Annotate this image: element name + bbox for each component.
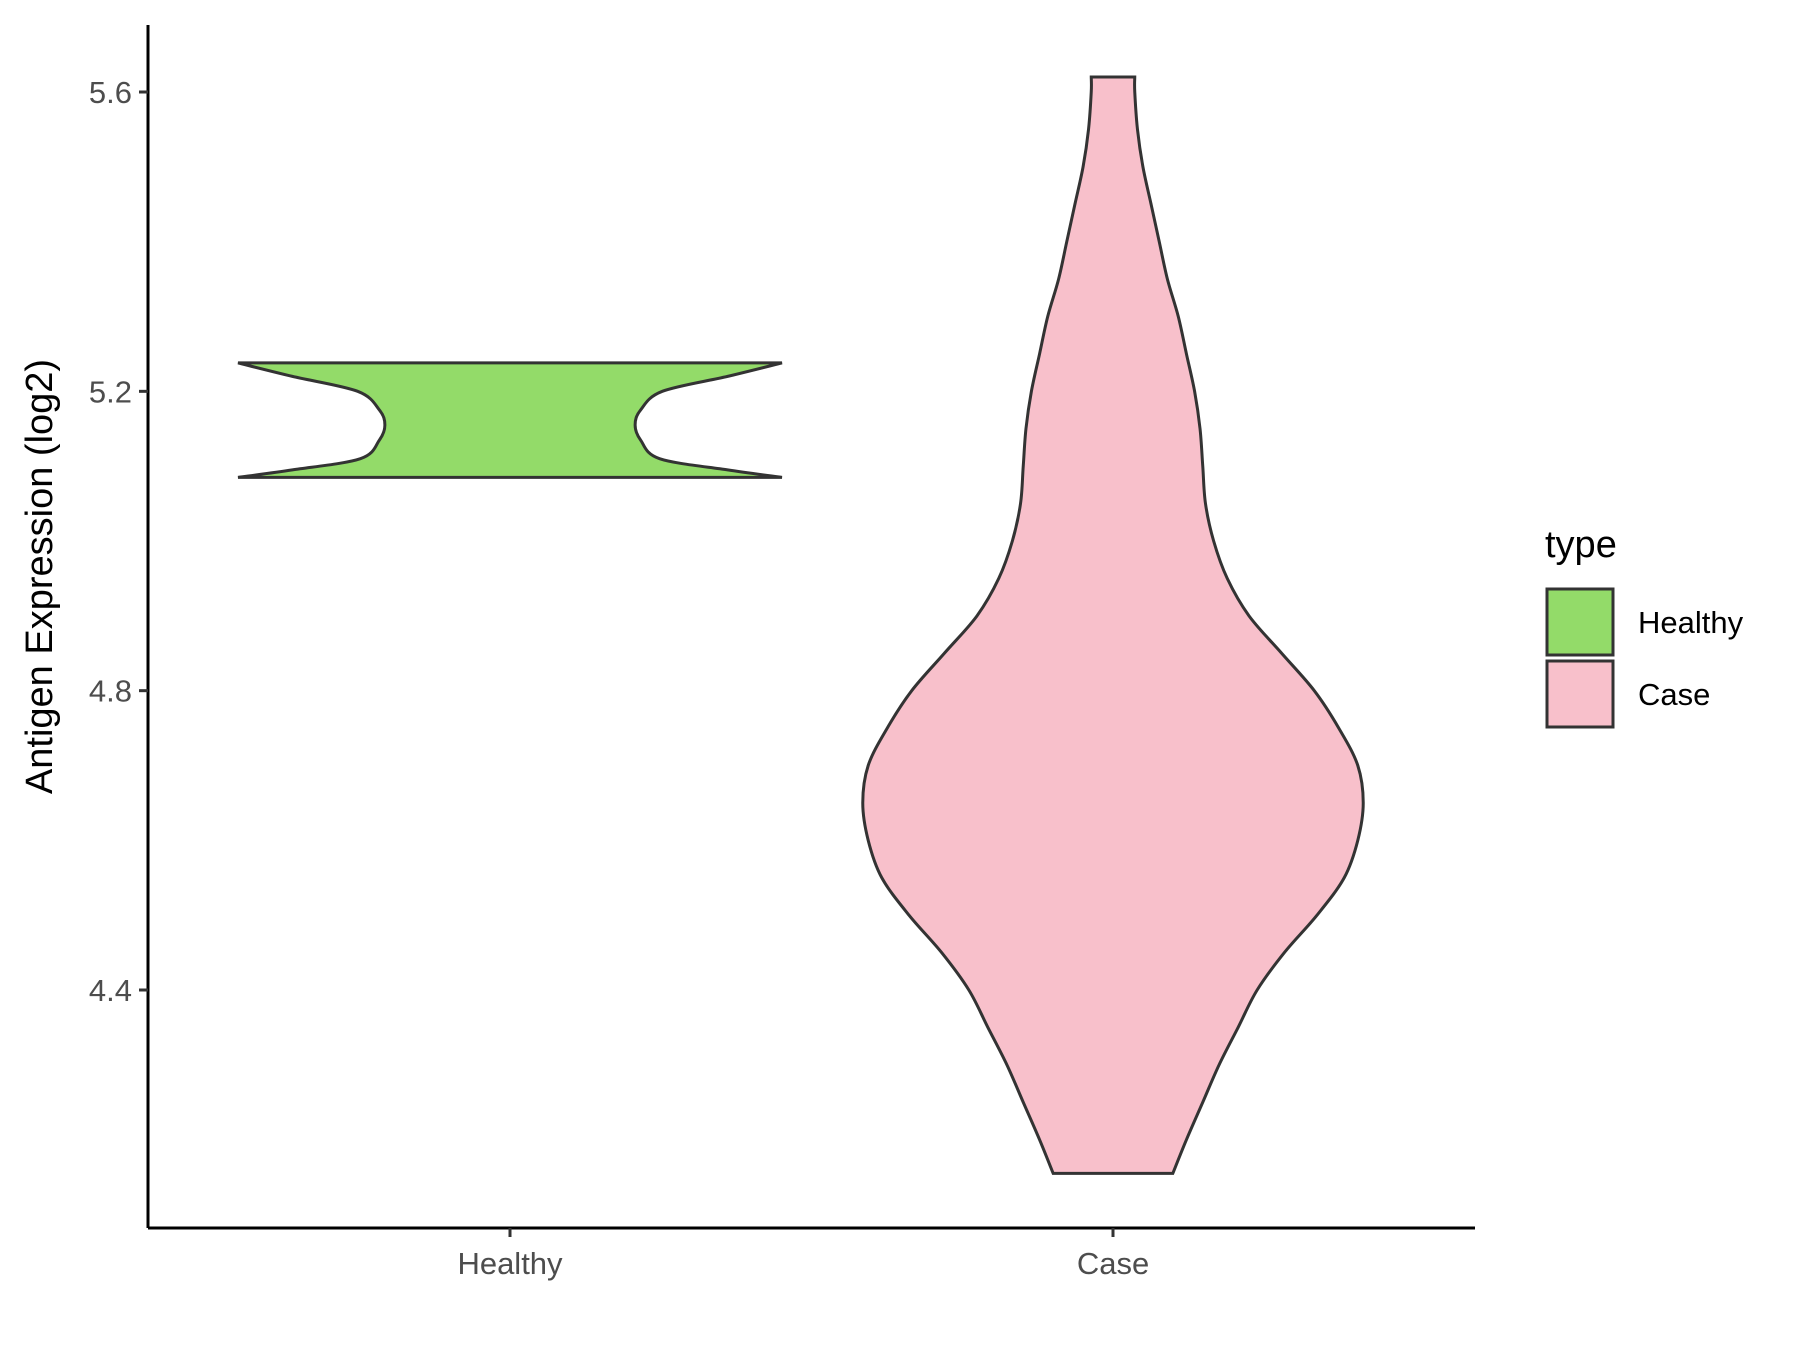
x-tick-label: Case [1077,1246,1149,1281]
x-tick-label: Healthy [457,1246,563,1281]
y-tick-label: 4.8 [89,674,132,709]
y-tick-label: 5.2 [89,374,132,409]
y-axis-title: Antigen Expression (log2) [19,359,61,794]
legend-key-case [1545,659,1615,729]
x-axis: Healthy Case [148,1226,1475,1281]
legend-title: type [1545,524,1617,566]
legend: type Healthy Case [1545,524,1744,729]
y-axis: 4.4 4.8 5.2 5.6 [89,25,150,1228]
legend-label-case: Case [1638,677,1710,712]
y-tick-label: 4.4 [89,973,132,1008]
legend-label-healthy: Healthy [1638,605,1744,640]
plot-area [237,75,1365,1175]
violin-case [861,75,1365,1175]
violin-healthy [237,361,783,479]
y-tick-label: 5.6 [89,75,132,110]
legend-key-healthy [1545,587,1615,657]
